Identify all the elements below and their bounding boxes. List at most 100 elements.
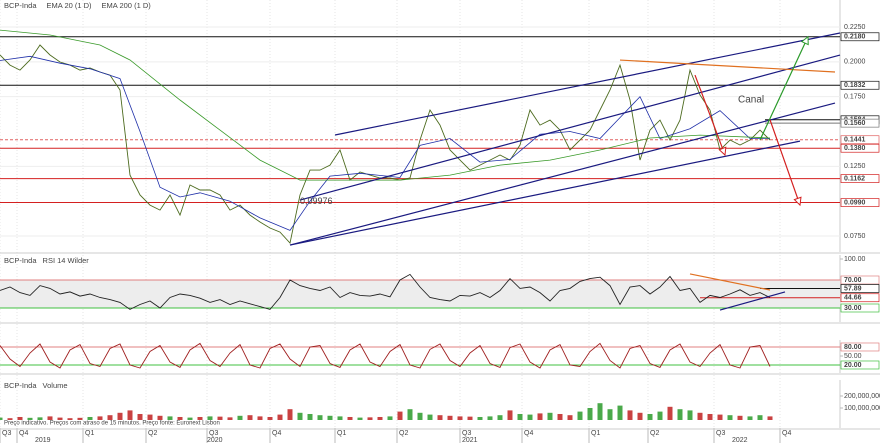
- y-tick-label: 50.00: [844, 353, 862, 360]
- volume-bar: [687, 410, 693, 420]
- level-box: [840, 198, 880, 207]
- quarter-label: Q3: [462, 430, 471, 437]
- volume-bar: [477, 416, 483, 420]
- legend-entry: RSI 14 Wilder: [43, 256, 90, 265]
- source-label: BCP-Inda: [4, 381, 37, 390]
- volume-bar: [597, 403, 603, 420]
- volume-bar: [157, 415, 163, 420]
- volume-bar: [47, 416, 53, 420]
- volume-bar: [197, 416, 203, 420]
- level-label: 57.89: [844, 285, 862, 292]
- volume-bar: [177, 416, 183, 420]
- volume-bar: [347, 416, 353, 420]
- annotation: Canal: [738, 95, 764, 106]
- volume-bar: [27, 417, 33, 420]
- quarter-label: Q3: [209, 430, 218, 437]
- level-label: 44.66: [844, 295, 862, 302]
- volume-bar: [487, 416, 493, 420]
- level-box: [840, 80, 880, 90]
- quarter-label: Q2: [650, 430, 659, 437]
- level-label: 0.1380: [844, 145, 866, 152]
- quarter-label: Q2: [148, 430, 157, 437]
- volume-bar: [497, 415, 503, 420]
- volume-bar: [447, 415, 453, 420]
- volume-bar: [277, 414, 283, 420]
- trend-line: [299, 54, 841, 201]
- volume-bar: [167, 416, 173, 420]
- volume-bar: [0, 417, 3, 420]
- level-label: 0.1441: [844, 137, 866, 144]
- level-box: [840, 303, 880, 313]
- volume-bar: [657, 411, 663, 420]
- level-label: 70.00: [844, 277, 862, 284]
- series-line: [0, 273, 771, 310]
- volume-bar: [587, 407, 593, 420]
- volume-bar: [567, 415, 573, 420]
- volume-bar: [677, 409, 683, 420]
- trend-line: [769, 119, 801, 206]
- y-tick-label: 100,000,000: [844, 405, 880, 412]
- level-label: 20.00: [844, 362, 862, 369]
- series-line: [0, 55, 770, 231]
- volume-bar: [247, 415, 253, 420]
- volume-bar: [557, 413, 563, 420]
- level-label: 30.00: [844, 305, 862, 312]
- arrow-head: [718, 146, 727, 157]
- volume-bar: [717, 414, 723, 420]
- volume-bar: [727, 415, 733, 420]
- panel: 100.0070.0030.0070.0057.8944.6630.00BCP-…: [0, 255, 880, 324]
- quarter-label: Q4: [272, 430, 281, 437]
- volume-bar: [377, 416, 383, 420]
- volume-bar: [107, 415, 113, 420]
- trend-line: [689, 273, 771, 291]
- arrow-head: [793, 196, 802, 207]
- y-tick-label: 0.0750: [844, 233, 866, 240]
- footnote: Preço indicativo. Preços com atraso de 1…: [4, 421, 220, 427]
- series-line: [0, 342, 771, 369]
- volume-bar: [407, 409, 413, 420]
- level-box: [840, 360, 880, 370]
- volume-bar: [317, 415, 323, 420]
- volume-bar: [767, 416, 773, 420]
- volume-bar: [467, 416, 473, 420]
- y-tick-label: 0.2000: [844, 59, 866, 66]
- year-label: 2022: [732, 437, 748, 443]
- volume-bar: [637, 412, 643, 420]
- volume-bar: [137, 413, 143, 420]
- rsi-band: [0, 279, 840, 308]
- level-box: [840, 342, 880, 352]
- volume-bar: [17, 416, 23, 420]
- y-tick-label: 200,000,000: [844, 393, 880, 400]
- level-box: [840, 293, 880, 303]
- volume-bar: [607, 409, 613, 420]
- volume-bar: [647, 413, 653, 420]
- legend-entry: BCP-Inda: [4, 1, 37, 10]
- volume-bar: [57, 417, 63, 420]
- trend-line: [759, 36, 809, 141]
- volume-bar: [517, 413, 523, 420]
- volume-bar: [507, 410, 513, 420]
- volume-bar: [337, 416, 343, 420]
- quarter-label: Q1: [85, 430, 94, 437]
- volume-bar: [537, 413, 543, 420]
- quarter-label: Q2: [399, 430, 408, 437]
- legend-entry: EMA 200 (1 D): [102, 1, 152, 10]
- trend-line: [619, 59, 836, 73]
- level-box: [840, 135, 880, 145]
- level-box: [840, 284, 880, 293]
- volume-bar: [627, 410, 633, 420]
- level-label: 0.0990: [844, 199, 866, 206]
- plot: [0, 342, 771, 369]
- volume-bar: [357, 417, 363, 420]
- quarter-label: Q1: [337, 430, 346, 437]
- volume-bar: [67, 418, 73, 420]
- panel: 200,000,000 100,000,000 BCP-Inda Volume Preç…: [0, 380, 880, 430]
- y-tick-label: 0.1750: [844, 94, 866, 101]
- volume-bar: [367, 417, 373, 420]
- y-tick-label: 0.2250: [844, 24, 866, 31]
- y-tick-label: 100.00: [844, 256, 866, 263]
- level-box: [840, 143, 880, 153]
- legend-entry: EMA 20 (1 D): [47, 1, 93, 10]
- volume-bar: [577, 411, 583, 420]
